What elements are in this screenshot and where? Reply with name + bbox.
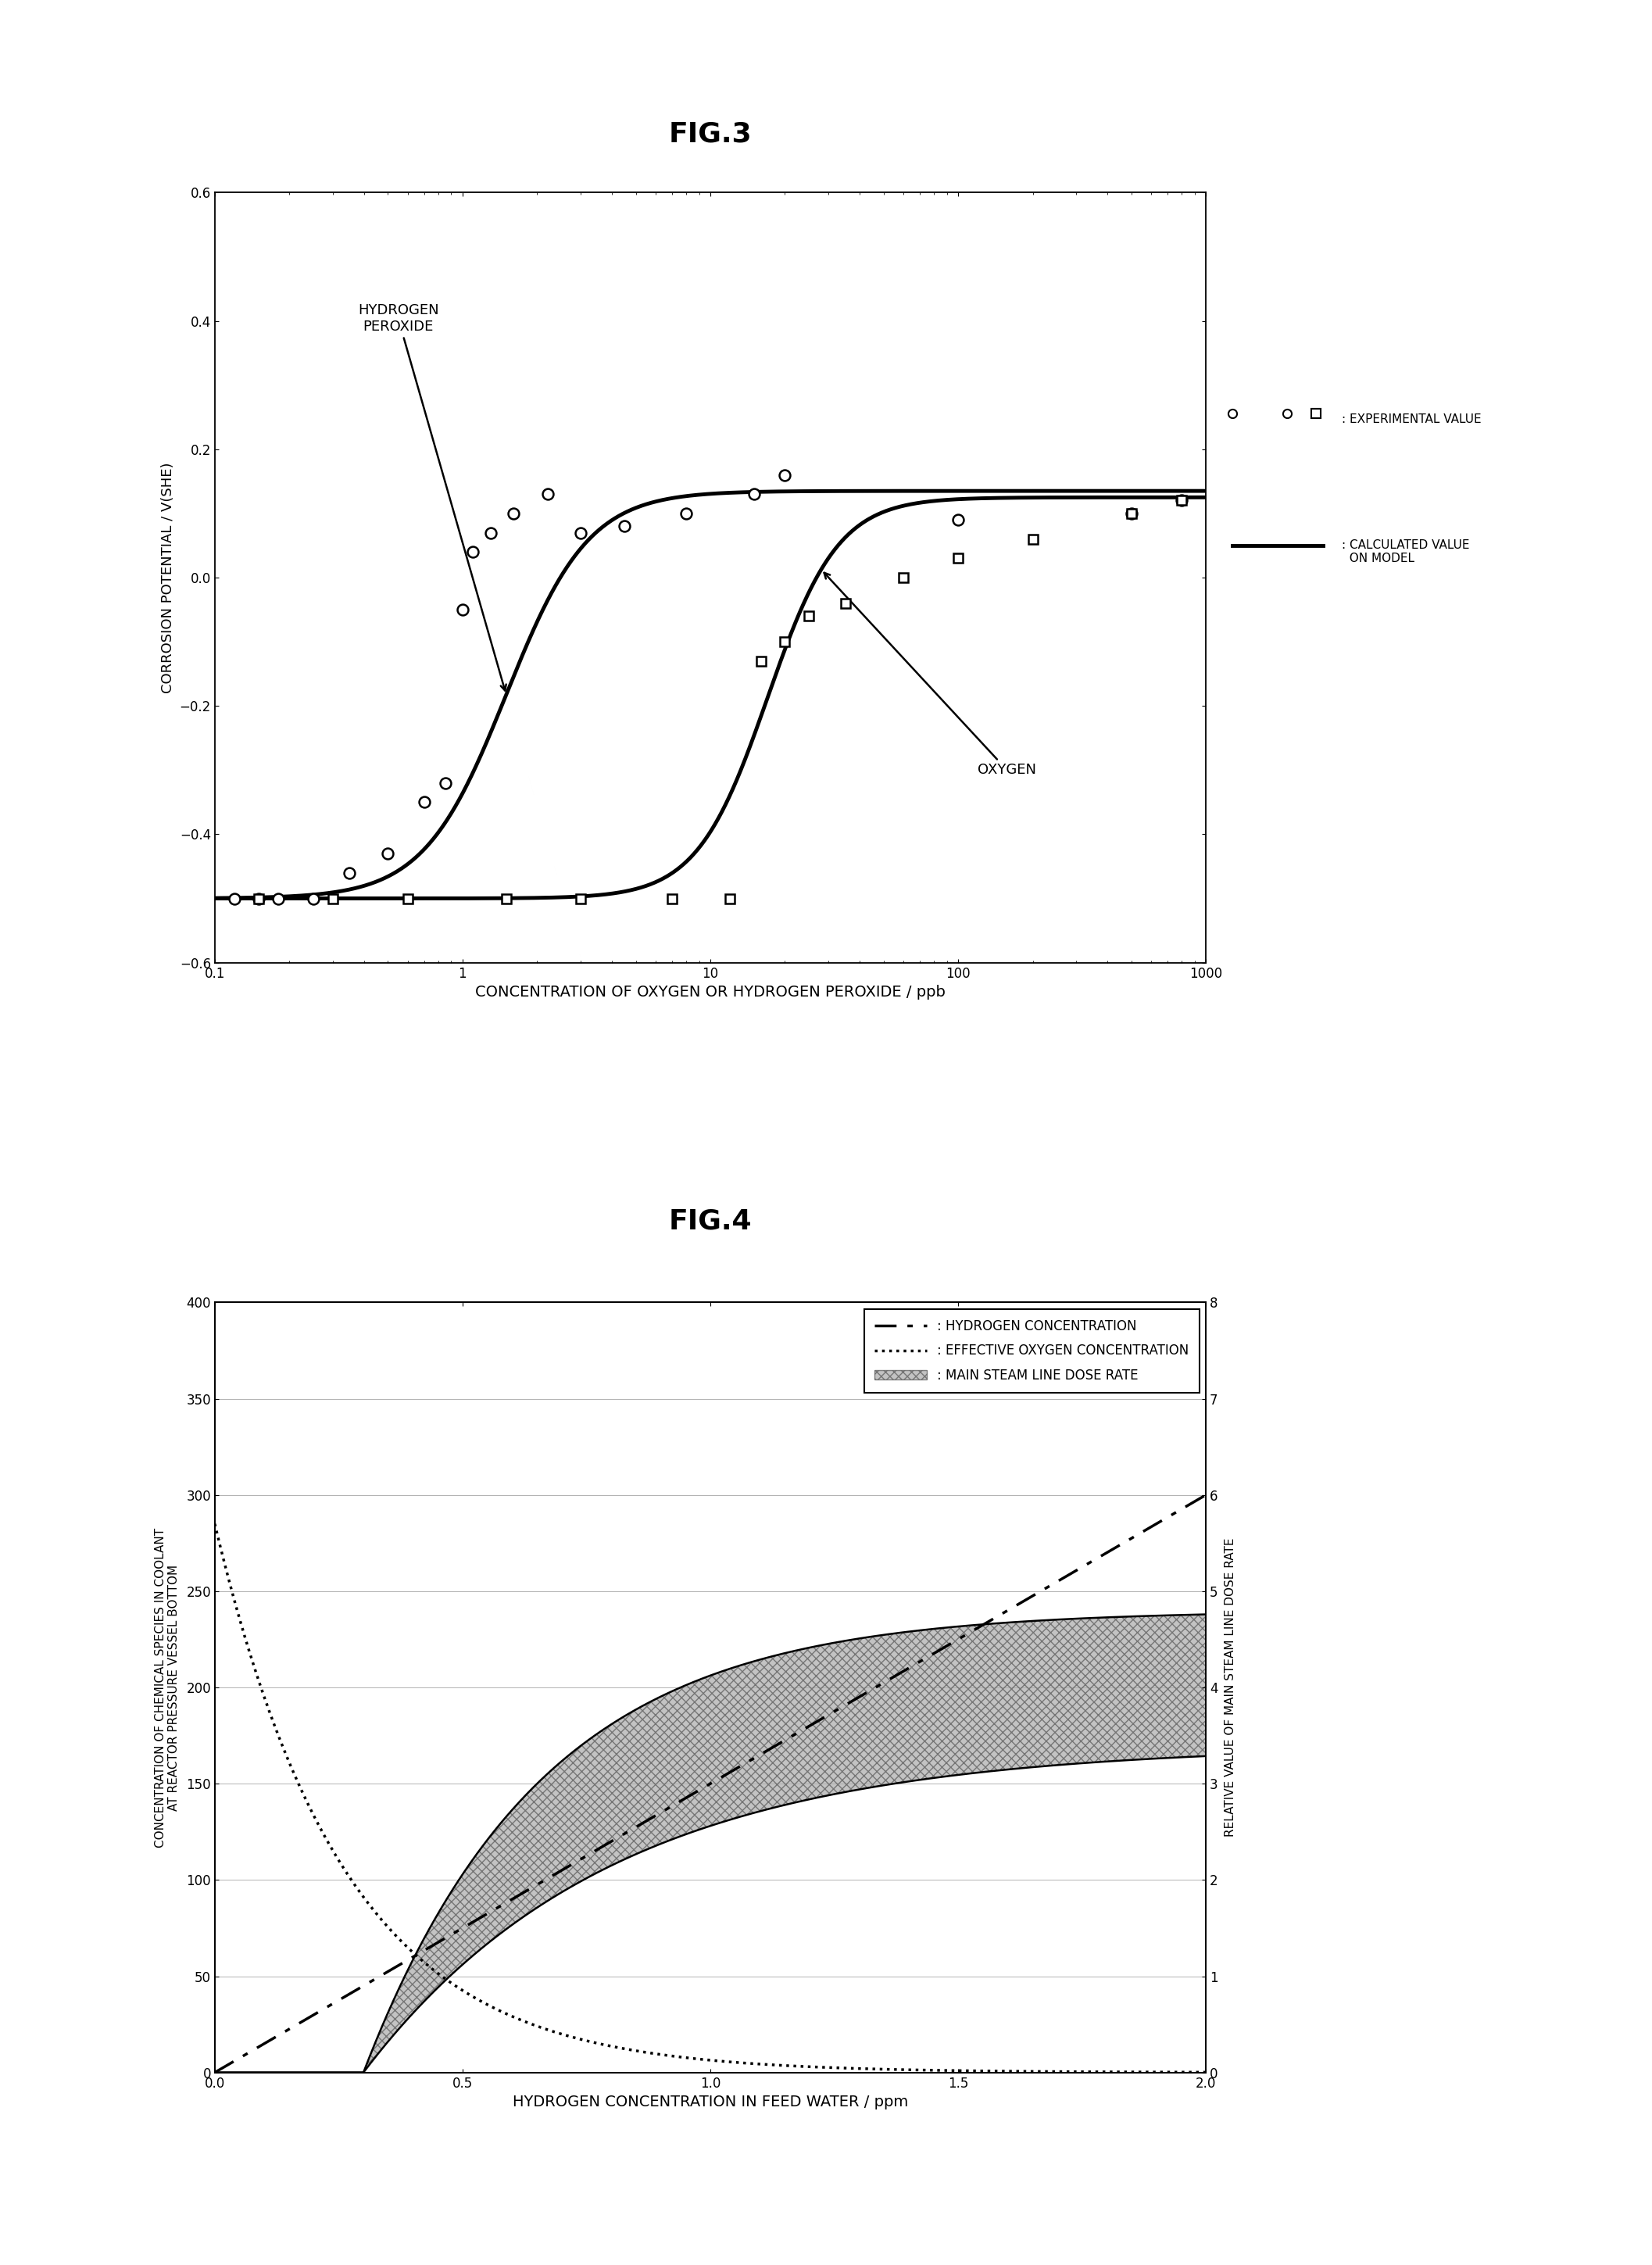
X-axis label: CONCENTRATION OF OXYGEN OR HYDROGEN PEROXIDE / ppb: CONCENTRATION OF OXYGEN OR HYDROGEN PERO…: [476, 985, 945, 999]
Text: : CALCULATED VALUE
  ON MODEL: : CALCULATED VALUE ON MODEL: [1341, 539, 1469, 564]
Y-axis label: CONCENTRATION OF CHEMICAL SPECIES IN COOLANT
AT REACTOR PRESSURE VESSEL BOTTOM: CONCENTRATION OF CHEMICAL SPECIES IN COO…: [154, 1527, 180, 1848]
Y-axis label: CORROSION POTENTIAL / V(SHE): CORROSION POTENTIAL / V(SHE): [162, 462, 175, 693]
Legend: : HYDROGEN CONCENTRATION, : EFFECTIVE OXYGEN CONCENTRATION, : MAIN STEAM LINE DO: : HYDROGEN CONCENTRATION, : EFFECTIVE OX…: [864, 1309, 1199, 1393]
X-axis label: HYDROGEN CONCENTRATION IN FEED WATER / ppm: HYDROGEN CONCENTRATION IN FEED WATER / p…: [512, 2095, 909, 2109]
Text: FIG.3: FIG.3: [669, 120, 752, 147]
Text: HYDROGEN
PEROXIDE: HYDROGEN PEROXIDE: [358, 304, 506, 691]
Text: FIG.4: FIG.4: [669, 1207, 752, 1234]
Text: : EXPERIMENTAL VALUE: : EXPERIMENTAL VALUE: [1341, 414, 1480, 426]
Y-axis label: RELATIVE VALUE OF MAIN STEAM LINE DOSE RATE: RELATIVE VALUE OF MAIN STEAM LINE DOSE R…: [1224, 1538, 1236, 1837]
Text: OXYGEN: OXYGEN: [824, 573, 1036, 777]
